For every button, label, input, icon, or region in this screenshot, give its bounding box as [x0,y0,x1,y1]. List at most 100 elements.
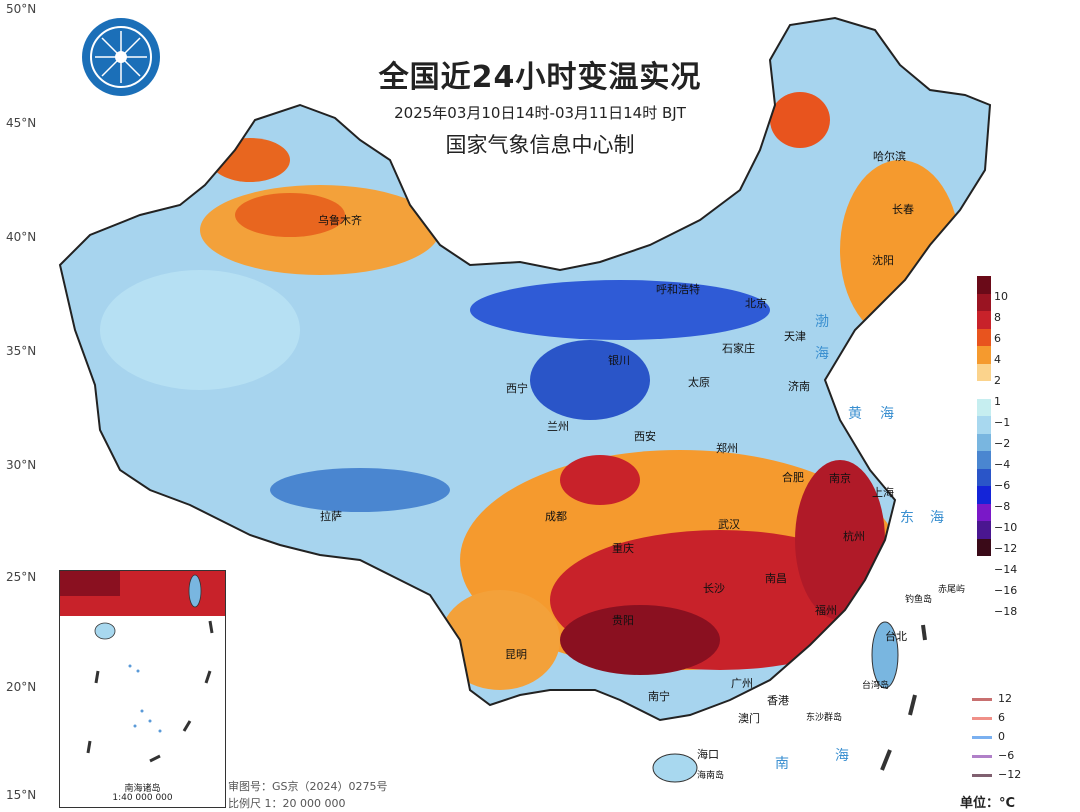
legend-cell [977,293,991,311]
legend-tick: −1 [994,416,1011,429]
sea-labels: 渤 海 黄 海 东 海 南 海 [775,314,950,772]
legend-cell [977,381,991,399]
legend-tick: −16 [994,584,1018,597]
city-label: 杭州 [843,529,865,543]
inset-title: 南海诸岛 [124,784,161,794]
city-label: 台湾岛 [862,679,889,691]
unit-label: 单位：°C [960,796,1016,811]
legend-tick: 6 [994,332,1001,345]
legend-tick: −12 [994,542,1018,555]
city-label: 香港 [767,694,789,707]
city-label: 上海 [872,485,894,499]
line-sample [972,735,992,739]
lat-label: 50°N [6,2,37,16]
city-label: 南京 [829,471,851,485]
legend-cell [977,451,991,469]
lat-label: 20°N [6,680,37,694]
city-label: 兰州 [547,420,569,433]
city-label: 长春 [892,203,914,216]
sea-label: 南 [775,756,795,772]
line-legend-label: 6 [998,711,1005,724]
sea-label: 海 [835,748,855,764]
legend-tick: −10 [994,521,1018,534]
legend-tick: 4 [994,353,1001,366]
lat-label: 25°N [6,570,37,584]
legend-cell [977,311,991,329]
legend-tick: −2 [994,437,1011,450]
city-label: 澳门 [738,711,760,725]
line-legend-item: −6 [972,749,1014,762]
scale-note: 比例尺 1：20 000 000 [228,797,346,810]
city-label: 济南 [788,379,810,393]
sea-label: 海 [930,510,950,526]
line-legend-item: −12 [972,768,1021,781]
sea-label: 黄 [848,405,868,422]
inset-map [60,571,225,763]
city-label: 呼和浩特 [656,282,700,296]
cma-logo [80,16,162,98]
sea-label: 海 [880,406,900,422]
legend-cell [977,538,991,556]
line-legend-label: 0 [998,730,1005,743]
legend-cell [977,276,991,294]
line-legend-item: 12 [972,692,1012,705]
city-labels: 哈尔滨 长春 沈阳 乌鲁木齐 呼和浩特 北京 天津 石家庄 银川 西宁 太原 济… [318,149,965,781]
legend-cell [977,346,991,364]
city-label: 海南岛 [697,769,724,781]
sea-label: 渤 [815,314,835,330]
city-label: 长沙 [703,582,725,595]
review-number: 审图号：GS京（2024）0275号 [228,780,388,793]
city-label: 西宁 [506,381,528,395]
city-label: 武汉 [718,518,740,531]
city-label: 乌鲁木齐 [318,213,362,227]
city-label: 南昌 [765,572,787,585]
city-label: 昆明 [505,648,527,661]
legend-cell [977,486,991,504]
city-label: 东沙群岛 [806,711,842,723]
line-sample [972,697,992,701]
city-label: 西安 [634,429,656,443]
legend-cell [977,468,991,486]
city-label: 太原 [688,376,710,389]
lat-label: 45°N [6,116,37,130]
legend-cell [977,398,991,416]
nine-dash-marks [880,624,927,771]
city-label: 钓鱼岛 [905,593,932,605]
map-subtitle: 2025年03月10日14时-03月11日14时 BJT [394,104,686,122]
city-label: 台北 [885,629,907,643]
issuer-label: 国家气象信息中心制 [445,133,635,157]
legend-cell [977,433,991,451]
legend-cell [977,416,991,434]
city-label: 贵阳 [612,614,634,627]
city-label: 拉萨 [320,509,342,523]
line-legend-label: 12 [998,692,1012,705]
map-title: 全国近24小时变温实况 [378,60,702,95]
legend-cell [977,503,991,521]
lat-label: 30°N [6,458,37,472]
line-sample [972,754,992,758]
legend-tick: −6 [994,479,1011,492]
color-legend-bar [977,276,991,556]
city-label: 银川 [608,353,630,367]
legend-cell [977,521,991,539]
sea-label: 东 [900,510,920,526]
legend-tick: 1 [994,395,1001,408]
hainan-island [652,753,698,783]
line-sample [972,773,992,777]
city-label: 北京 [745,296,767,310]
legend-tick: 2 [994,374,1001,387]
taiwan-island [871,621,899,689]
south-china-sea-inset: 南海诸岛 1:40 000 000 [59,570,226,808]
city-label: 石家庄 [722,341,755,355]
legend-cell [977,363,991,381]
city-label: 南宁 [648,689,670,703]
city-label: 天津 [784,330,806,343]
legend-tick: 10 [994,290,1008,303]
sea-label: 海 [815,346,835,362]
city-label: 重庆 [612,541,634,555]
inset-scale: 1:40 000 000 [112,793,173,803]
city-label: 沈阳 [872,253,894,267]
legend-tick: 8 [994,311,1001,324]
line-sample [972,716,992,720]
china-border [58,16,992,722]
